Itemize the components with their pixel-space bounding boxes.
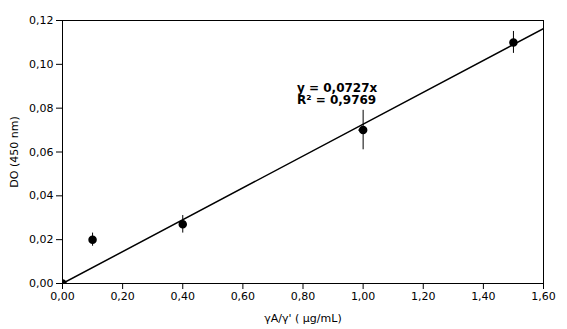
- svg-text:y = 0,0727xR² = 0,9769: y = 0,0727xR² = 0,9769: [297, 81, 378, 107]
- svg-text:0,10: 0,10: [29, 58, 54, 71]
- svg-text:0,60: 0,60: [231, 290, 256, 303]
- svg-text:1,00: 1,00: [351, 290, 376, 303]
- svg-text:0,40: 0,40: [171, 290, 196, 303]
- svg-text:0,04: 0,04: [29, 189, 54, 202]
- svg-text:0,12: 0,12: [29, 14, 54, 27]
- svg-text:0,00: 0,00: [29, 277, 54, 290]
- svg-text:0,02: 0,02: [29, 233, 54, 246]
- svg-text:0,08: 0,08: [29, 102, 54, 115]
- svg-text:DO (450 nm): DO (450 nm): [8, 116, 21, 187]
- svg-text:1,60: 1,60: [531, 290, 556, 303]
- svg-text:1,40: 1,40: [471, 290, 496, 303]
- svg-text:0,06: 0,06: [29, 146, 54, 159]
- svg-text:0,20: 0,20: [110, 290, 135, 303]
- svg-text:γA/γ' ( μg/mL): γA/γ' ( μg/mL): [264, 312, 341, 325]
- svg-text:0,80: 0,80: [291, 290, 316, 303]
- svg-text:0,00: 0,00: [50, 290, 75, 303]
- svg-text:1,20: 1,20: [411, 290, 436, 303]
